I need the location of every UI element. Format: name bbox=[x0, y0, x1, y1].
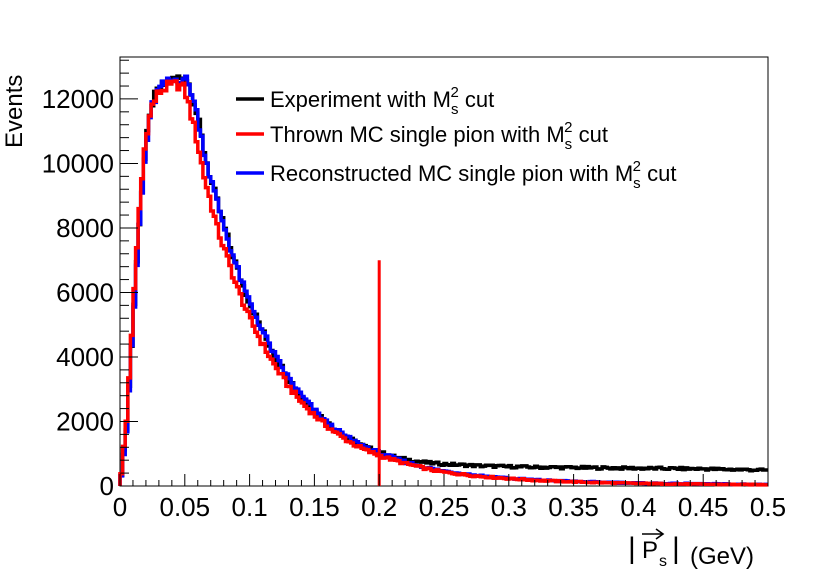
x-axis-title-unit: (GeV) bbox=[690, 543, 754, 570]
x-axis-title-subscript: s bbox=[659, 553, 667, 570]
x-tick-label: 0.1 bbox=[232, 492, 268, 522]
x-tick-label: 0.35 bbox=[548, 492, 599, 522]
legend-entry-label: Reconstructed MC single pion with Ms2 cu… bbox=[270, 158, 676, 192]
legend-entry-label: Experiment with Ms2 cut bbox=[270, 84, 494, 118]
y-tick-label: 12000 bbox=[42, 84, 114, 114]
x-tick-label: 0.45 bbox=[678, 492, 729, 522]
x-axis-title-bar-left: | bbox=[628, 532, 636, 565]
x-tick-label: 0.4 bbox=[620, 492, 656, 522]
x-axis-title: | P s | (GeV) bbox=[628, 528, 754, 570]
x-tick-label: 0.05 bbox=[159, 492, 210, 522]
x-tick-label: 0.2 bbox=[361, 492, 397, 522]
y-tick-label: 0 bbox=[100, 471, 114, 501]
vector-arrow bbox=[642, 528, 665, 540]
legend-entry-label: Thrown MC single pion with Ms2 cut bbox=[270, 119, 608, 153]
x-tick-label: 0.5 bbox=[750, 492, 786, 522]
x-tick-label: 0.3 bbox=[491, 492, 527, 522]
x-axis-ticks: 0 0.05 0.1 0.15 0.2 0.25 0.3 0.35 0.4 0.45 0.5 bbox=[113, 474, 786, 522]
y-tick-label: 2000 bbox=[56, 406, 114, 436]
x-axis-title-symbol: P bbox=[642, 537, 658, 564]
x-axis-title-bar-right: | bbox=[672, 532, 680, 565]
x-tick-label: 0.15 bbox=[289, 492, 340, 522]
y-axis-ticks: 0 2000 4000 6000 8000 10000 12000 bbox=[42, 59, 138, 501]
series-1-line bbox=[118, 79, 768, 487]
y-tick-label: 6000 bbox=[56, 277, 114, 307]
y-tick-label: 4000 bbox=[56, 342, 114, 372]
x-tick-label: 0.25 bbox=[419, 492, 470, 522]
x-tick-label: 0 bbox=[113, 492, 127, 522]
y-tick-label: 10000 bbox=[42, 148, 114, 178]
series-layer bbox=[118, 74, 768, 487]
y-tick-label: 8000 bbox=[56, 213, 114, 243]
y-axis-title: Events bbox=[1, 75, 28, 148]
